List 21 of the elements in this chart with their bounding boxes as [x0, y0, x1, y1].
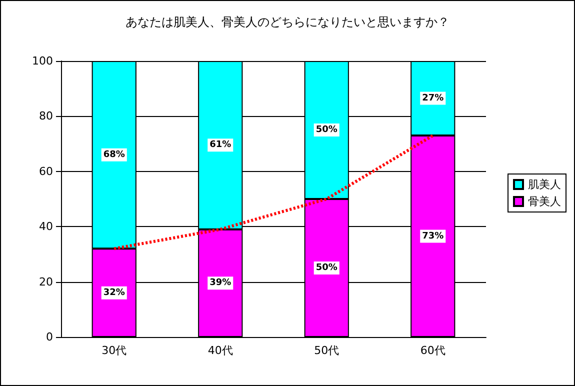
y-tick-label: 40 [39, 220, 53, 234]
data-label: 73% [422, 231, 444, 242]
x-tick-label: 60代 [420, 344, 446, 357]
y-tick-label: 0 [46, 330, 53, 344]
y-tick-label: 60 [39, 164, 53, 178]
data-label: 61% [210, 140, 232, 150]
x-tick-label: 40代 [208, 344, 233, 357]
chart-title: あなたは肌美人、骨美人のどちらになりたいと思いますか？ [126, 15, 450, 29]
data-label: 50% [316, 263, 338, 273]
y-tick-label: 20 [39, 275, 53, 288]
data-label: 27% [422, 93, 444, 104]
x-tick-label: 30代 [102, 344, 127, 357]
data-label: 50% [316, 125, 338, 135]
legend-label: 骨美人 [528, 195, 561, 208]
data-label: 39% [210, 278, 232, 288]
x-tick-label: 50代 [314, 344, 340, 357]
y-tick-label: 80 [39, 110, 53, 123]
legend-label: 肌美人 [528, 178, 561, 191]
y-tick-label: 100 [32, 54, 53, 68]
data-label: 68% [103, 150, 125, 160]
data-label: 32% [103, 288, 125, 298]
